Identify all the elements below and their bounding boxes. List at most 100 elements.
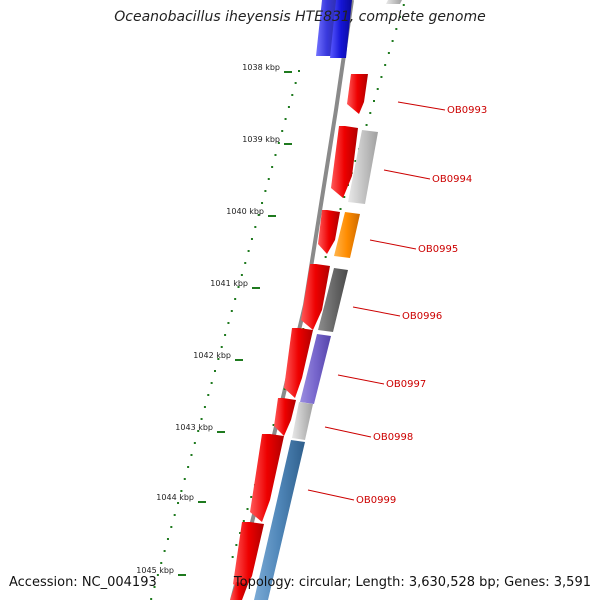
inner-tick-dot	[190, 454, 193, 456]
gene-callout-line	[307, 489, 355, 501]
outer-tick-dot	[380, 76, 383, 78]
inner-tick-dot	[193, 442, 196, 444]
inner-tick-dot	[210, 382, 213, 384]
gene-callout-line	[337, 374, 385, 385]
outer-tick-dot	[373, 100, 375, 102]
inner-tick-dot	[183, 478, 186, 480]
inner-tick-dot	[250, 238, 253, 240]
outer-tick-dot	[395, 28, 398, 30]
inner-tick-track	[150, 70, 300, 600]
outer-tick-dot	[239, 532, 242, 534]
inner-tick-dot	[170, 526, 173, 528]
gene-OB0993-arrow	[347, 74, 368, 114]
outer-tick-dot	[242, 520, 245, 522]
kbp-label: 1043 kbp	[175, 423, 213, 432]
kbp-label: 1042 kbp	[193, 351, 231, 360]
inner-tick-dot	[240, 274, 243, 276]
kbp-label: 1044 kbp	[156, 493, 194, 502]
inner-tick-dot	[257, 214, 260, 216]
gene-label-OB0997[interactable]: OB0997	[386, 379, 426, 390]
gene-callout-line	[369, 239, 417, 250]
kbp-label: 1038 kbp	[242, 63, 280, 72]
inner-tick-dot	[173, 514, 176, 516]
gene-label-OB0996[interactable]: OB0996	[402, 311, 442, 322]
inner-tick-dot	[220, 346, 223, 348]
outer-tick-dot	[339, 208, 342, 210]
gene-next-arrow	[230, 582, 248, 600]
inner-tick-dot	[274, 154, 277, 156]
inner-tick-dot	[187, 466, 190, 468]
outer-tick-dot	[376, 88, 379, 90]
gene-callout-line	[383, 169, 431, 180]
gene-OB0999-neighbor	[254, 440, 305, 600]
outer-tick-dot	[399, 16, 402, 18]
topology-label: Topology: circular; Length: 3,630,528 bp…	[233, 575, 591, 590]
outer-tick-dot	[231, 556, 234, 558]
kbp-label: 1041 kbp	[210, 279, 248, 288]
gene-OB0995-arrow	[318, 210, 340, 254]
outer-tick-dot	[283, 388, 286, 390]
outer-tick-dot	[384, 64, 387, 66]
inner-tick-dot	[163, 550, 166, 552]
gene-label-OB0999[interactable]: OB0999	[356, 495, 396, 506]
gene-label-OB0995[interactable]: OB0995	[418, 244, 458, 255]
kbp-label: 1045 kbp	[136, 566, 174, 575]
gene-OB0997-neighbor	[300, 334, 331, 404]
gray-gene-feature	[386, 0, 402, 4]
kbp-label: 1039 kbp	[242, 135, 280, 144]
kbp-scale: 1038 kbp 1039 kbp 1040 kbp 1041 kbp 1042 kbp…	[136, 63, 292, 576]
inner-tick-dot	[287, 106, 290, 108]
inner-tick-dot	[264, 190, 267, 192]
outer-tick-dot	[250, 496, 253, 498]
inner-tick-dot	[230, 310, 233, 312]
accession-label: Accession: NC_004193	[9, 575, 157, 590]
outer-tick-dot	[387, 52, 390, 54]
gene-OB0999-arrow	[250, 434, 284, 522]
genome-title: Oceanobacillus iheyensis HTE831, complet…	[114, 9, 486, 25]
inner-tick-dot	[281, 130, 284, 132]
outer-tick-dot	[272, 424, 275, 426]
gene-OB0998-neighbor	[292, 402, 313, 440]
inner-tick-dot	[244, 262, 247, 264]
gene-OB0997-arrow	[284, 328, 313, 398]
gene-OB0994-arrow	[331, 126, 358, 198]
blue-gene-feature	[330, 0, 352, 58]
gene-callouts: OB0993 OB0994 OB0995 OB0996 OB0997 OB0998 OB09…	[307, 101, 487, 506]
inner-tick-dot	[277, 142, 280, 144]
inner-tick-dot	[247, 250, 250, 252]
inner-tick-dot	[298, 70, 300, 72]
outer-tick-dot	[354, 160, 357, 162]
inner-tick-dot	[237, 286, 240, 288]
inner-tick-dot	[203, 406, 206, 408]
inner-tick-dot	[261, 202, 264, 204]
inner-tick-dot	[150, 598, 153, 600]
outer-tick-dot	[324, 256, 327, 258]
gene-label-OB0998[interactable]: OB0998	[373, 432, 413, 443]
gene-label-OB0994[interactable]: OB0994	[432, 174, 472, 185]
inner-tick-dot	[284, 118, 287, 120]
inner-tick-dot	[214, 370, 216, 372]
inner-tick-dot	[197, 430, 200, 432]
inner-tick-dot	[200, 418, 203, 420]
inner-tick-dot	[177, 502, 180, 504]
gene-OB0996-neighbor	[318, 268, 348, 332]
inner-tick-dot	[166, 538, 169, 540]
gene-OB0998-arrow	[274, 398, 296, 436]
inner-tick-dot	[160, 562, 163, 564]
inner-tick-dot	[180, 490, 183, 492]
inner-tick-dot	[227, 322, 230, 324]
gene-OB0996-arrow	[301, 264, 330, 330]
inner-tick-dot	[224, 334, 227, 336]
outer-tick-dot	[369, 112, 372, 114]
inner-tick-dot	[234, 298, 237, 300]
inner-tick-dot	[294, 82, 297, 84]
gene-callout-line	[397, 101, 446, 111]
outer-tick-dot	[235, 544, 238, 546]
gene-next-arrow	[233, 522, 264, 592]
outer-tick-dot	[343, 196, 346, 198]
gene-label-OB0993[interactable]: OB0993	[447, 105, 487, 116]
inner-tick-dot	[291, 94, 294, 96]
gene-callout-line	[352, 306, 401, 317]
outer-tick-dot	[365, 124, 368, 126]
